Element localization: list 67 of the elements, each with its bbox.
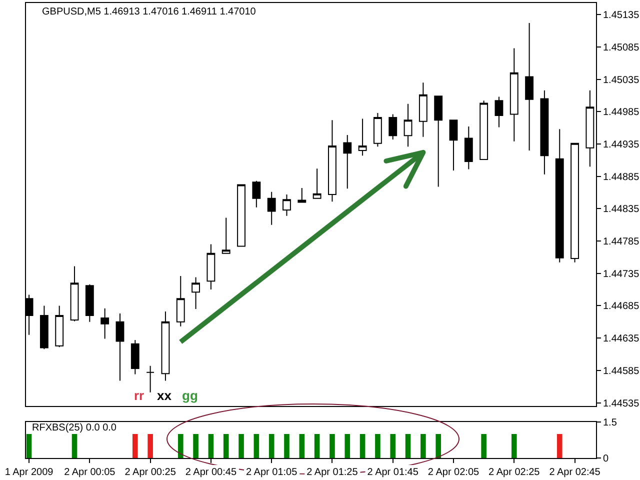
x-tick-label: 2 Apr 01:45 [367, 467, 419, 478]
candlestick [130, 340, 140, 375]
candlestick [161, 311, 170, 382]
candlestick [494, 96, 504, 128]
candlestick [116, 313, 124, 382]
y-tick-label: 0 [603, 454, 609, 464]
candlestick [146, 365, 155, 393]
chart-title: RFXBS(25) 0.0 0.0 [32, 422, 117, 434]
candlestick [312, 168, 322, 199]
candlestick [237, 184, 246, 247]
candlestick [404, 103, 412, 148]
candlestick [373, 112, 382, 148]
y-tick-label: 1.44685 [603, 301, 640, 312]
x-tick-label: 2 Apr 00:45 [185, 467, 237, 478]
candlestick [222, 217, 230, 254]
y-tick-label: 1.45135 [603, 10, 640, 22]
y-tick-label: 1.45085 [603, 42, 640, 54]
candlestick [343, 134, 352, 190]
x-tick-label: 2 Apr 02:45 [549, 467, 601, 478]
candlestick [540, 90, 549, 175]
candlestick [85, 284, 94, 322]
y-tick-label: 1.45035 [603, 74, 640, 86]
y-tick-label: 1.44735 [603, 268, 640, 280]
x-tick-label: 2 Apr 02:05 [428, 467, 480, 478]
candlestick [570, 142, 579, 263]
candlestick [282, 194, 291, 216]
x-tick-label: 2 Apr 01:25 [306, 467, 358, 478]
y-tick-label: 1.44985 [603, 107, 640, 118]
candlestick [418, 82, 428, 138]
x-tick-label: 2 Apr 01:05 [246, 467, 298, 478]
candlestick [55, 305, 64, 348]
y-tick-label: 1.44635 [603, 334, 640, 345]
candlestick [586, 90, 594, 168]
x-tick-label: 2 Apr 00:05 [64, 467, 116, 478]
candlestick [464, 126, 473, 170]
annotation: rr [134, 388, 144, 403]
candlestick [510, 48, 518, 142]
y-tick-label: 1.44835 [603, 204, 640, 216]
candlestick [252, 180, 261, 208]
candlestick [555, 128, 564, 263]
candlestick [525, 22, 534, 151]
annotation: xx [157, 388, 172, 403]
candlestick [328, 120, 336, 202]
candlestick [267, 191, 276, 226]
candlestick [388, 114, 398, 140]
candlestick [40, 305, 48, 350]
x-tick-label: 2 Apr 02:25 [488, 467, 540, 478]
candlestick [70, 266, 79, 322]
x-tick-label: 1 Apr 2009 [4, 467, 54, 478]
candlestick [192, 276, 200, 310]
candlestick [449, 120, 458, 172]
candlestick [298, 188, 306, 203]
y-tick-label: 1.44935 [603, 140, 640, 151]
x-tick-label: 2 Apr 00:25 [124, 467, 176, 478]
y-tick-label: 1.44785 [603, 236, 640, 248]
chart-title: GBPUSD,M5 1.46913 1.47016 1.46911 1.47010 [42, 6, 256, 18]
annotation: gg [182, 388, 198, 403]
candlestick [206, 244, 216, 290]
candlestick [176, 275, 185, 327]
candlestick [480, 100, 488, 160]
candlestick [434, 96, 443, 188]
candlestick [100, 308, 110, 340]
y-tick-label: 1.44535 [603, 398, 640, 410]
y-tick-label: 1.44885 [603, 172, 640, 183]
candlestick [358, 118, 367, 156]
y-tick-label: 1.44585 [603, 366, 640, 377]
y-tick-label: 1.5 [603, 418, 618, 428]
